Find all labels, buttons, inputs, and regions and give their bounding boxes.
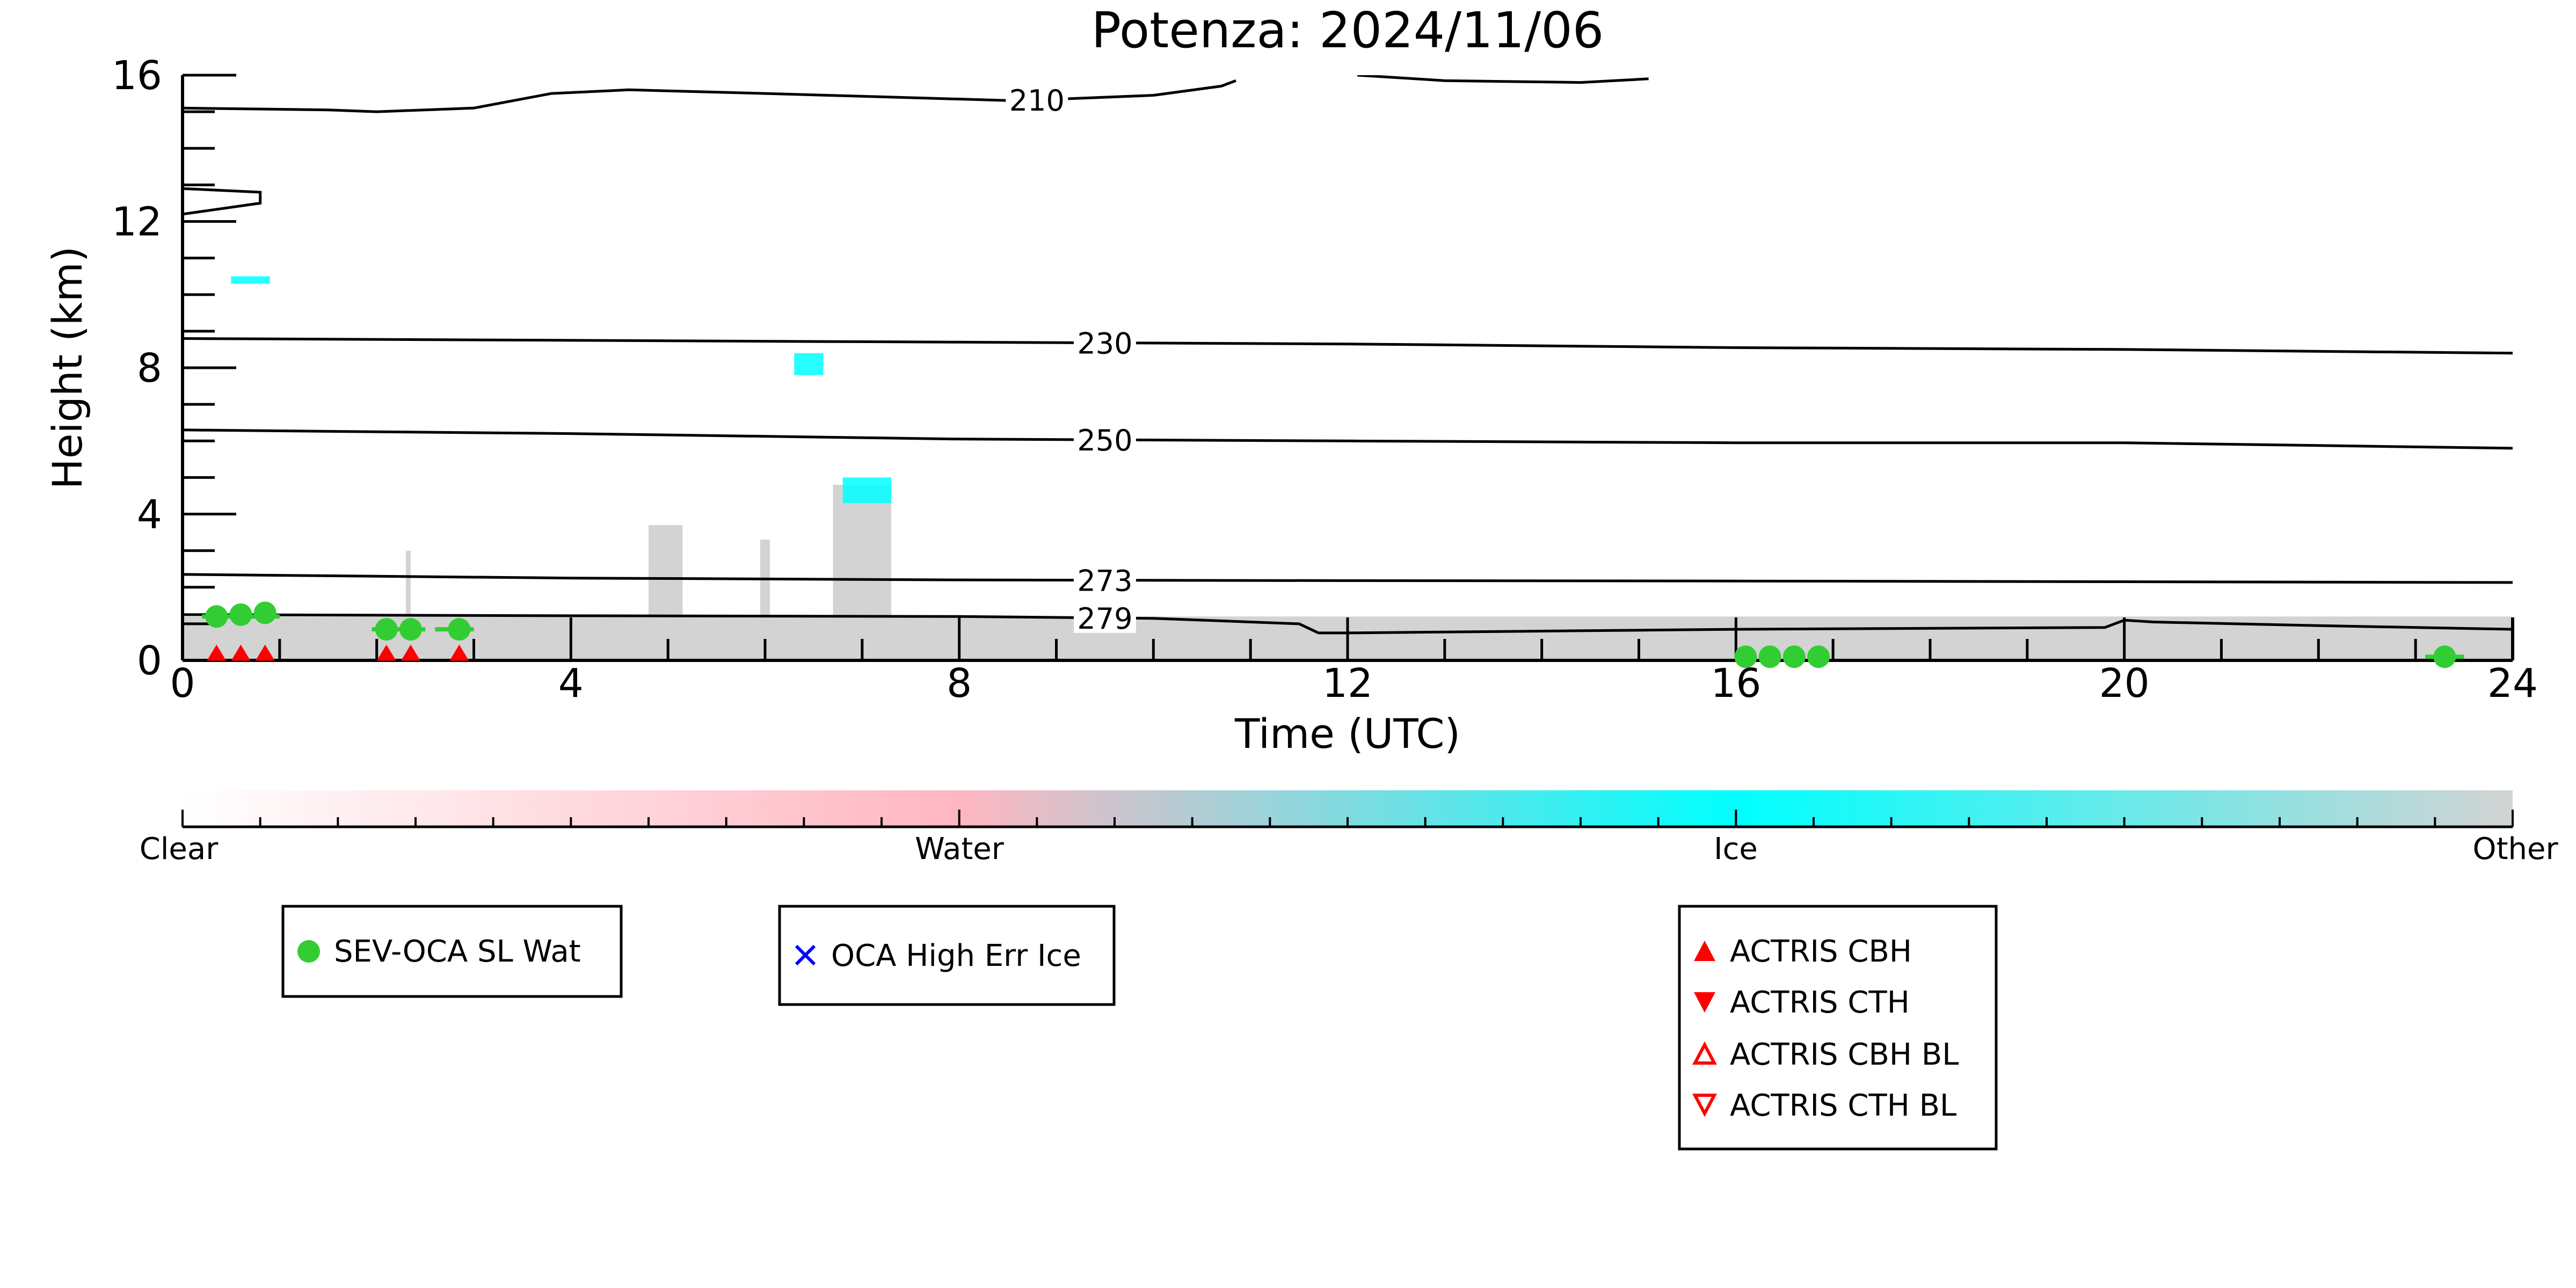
- ice-patch-2: [842, 477, 892, 504]
- data-point-actris-cbh: [207, 644, 227, 661]
- axes: 0 4 8 12 16 20 24 0 4 8 12 16: [112, 53, 2538, 707]
- data-point-sev-oca: [229, 603, 252, 626]
- legends: SEV-OCA SL Wat OCA High Err Ice ACTRIS C…: [281, 905, 1998, 1151]
- x-tick-label: 8: [947, 660, 972, 707]
- contour-label-230: 230: [1077, 327, 1132, 361]
- y-tick-label: 0: [137, 638, 162, 684]
- legend-box-actris: ACTRIS CBH ACTRIS CTH ACTRIS CBH BL ACTR…: [1678, 905, 1998, 1151]
- legend-marker-oca-high-err: [795, 944, 816, 966]
- ice-patch-1: [794, 353, 824, 375]
- contour-line-5: [183, 613, 2513, 635]
- data-point-sev-oca: [399, 618, 422, 641]
- x-tick-label: 24: [2487, 660, 2538, 707]
- other-region-2: [649, 525, 683, 660]
- data-point-sev-oca: [1807, 645, 1830, 668]
- legend-marker-actris-cbh: [1694, 941, 1715, 961]
- contour-line-1: [183, 187, 262, 216]
- legend-label-oca-high-err: OCA High Err Ice: [831, 938, 1081, 973]
- data-point-actris-cbh: [255, 644, 275, 661]
- legend-box-sev-oca: SEV-OCA SL Wat: [281, 905, 623, 998]
- colorbar-label-clear: Clear: [140, 832, 219, 867]
- colorbar: Clear Water Ice Other: [140, 790, 2558, 867]
- y-tick-label: 16: [112, 53, 162, 99]
- y-tick-label: 12: [112, 199, 162, 245]
- contour-label-bg-3: [1073, 424, 1136, 455]
- data-point-sev-oca: [1782, 645, 1806, 668]
- contour-label-bg-0: [1006, 84, 1068, 115]
- legend-marker-sev-oca: [297, 940, 320, 963]
- legend-label-actris-cbh: ACTRIS CBH: [1730, 934, 1912, 969]
- data-point-sev-oca: [448, 618, 471, 641]
- contour-line-0: [183, 75, 1649, 113]
- colorbar-label-other: Other: [2472, 832, 2558, 867]
- colorbar-ticks: [181, 810, 2514, 828]
- ice-patch-0: [231, 276, 270, 284]
- contour-label-279: 279: [1077, 602, 1132, 636]
- colorbar-label-ice: Ice: [1714, 832, 1758, 867]
- marker-layer: [202, 601, 2464, 668]
- contour-label-bg-4: [1073, 564, 1136, 595]
- legend-label-actris-cbh-bl: ACTRIS CBH BL: [1730, 1037, 1959, 1072]
- y-tick-label: 8: [137, 345, 162, 391]
- x-tick-label: 16: [1711, 660, 1761, 707]
- legend-marker-actris-cth-bl: [1692, 1094, 1717, 1117]
- x-tick-label: 12: [1322, 660, 1373, 707]
- data-point-actris-cbh: [401, 644, 420, 661]
- legend-box-oca-high-err: OCA High Err Ice: [778, 905, 1116, 1006]
- x-axis-label: Time (UTC): [1234, 710, 1460, 758]
- contour-label-273: 273: [1077, 564, 1132, 598]
- colorbar-label-water: Water: [915, 832, 1005, 867]
- legend-marker-actris-cth: [1694, 992, 1715, 1013]
- data-point-sev-oca: [1734, 645, 1757, 668]
- data-point-actris-cbh: [231, 644, 251, 661]
- chart-title: Potenza: 2024/11/06: [1091, 2, 1604, 59]
- contour-label-250: 250: [1077, 424, 1132, 457]
- plot-area: 210 230 250 273 279 0 4 8 12 16 20 24 0 4 8 12 16: [112, 53, 2538, 707]
- x-tick-label: 4: [558, 660, 584, 707]
- x-tick-label: 20: [2099, 660, 2150, 707]
- legend-label-actris-cth: ACTRIS CTH: [1730, 985, 1910, 1020]
- data-point-sev-oca: [253, 601, 276, 624]
- contour-line-4: [183, 573, 2513, 584]
- contour-label-bg-2: [1073, 326, 1136, 358]
- legend-marker-actris-cbh-bl: [1692, 1041, 1717, 1065]
- contour-line-3: [183, 428, 2513, 450]
- temperature-contours: 210 230 250 273 279: [183, 75, 2513, 636]
- cloud-mask-layer: [183, 276, 2513, 660]
- data-point-sev-oca: [205, 605, 228, 628]
- legend-label-sev-oca: SEV-OCA SL Wat: [334, 934, 581, 969]
- data-point-actris-cbh: [376, 644, 396, 661]
- other-region-4: [833, 485, 892, 660]
- data-point-sev-oca: [375, 618, 398, 641]
- y-tick-label: 4: [137, 492, 162, 538]
- contour-label-210: 210: [1009, 84, 1065, 118]
- x-tick-label: 0: [170, 660, 195, 707]
- contour-label-bg-5: [1073, 601, 1136, 633]
- other-region-1: [405, 550, 411, 660]
- other-region-3: [760, 540, 770, 660]
- legend-label-actris-cth-bl: ACTRIS CTH BL: [1730, 1088, 1956, 1123]
- data-point-sev-oca: [1758, 645, 1781, 668]
- y-axis-label: Height (km): [43, 246, 91, 490]
- data-point-sev-oca: [2433, 645, 2456, 668]
- contour-line-2: [183, 337, 2513, 355]
- data-point-actris-cbh: [449, 644, 469, 661]
